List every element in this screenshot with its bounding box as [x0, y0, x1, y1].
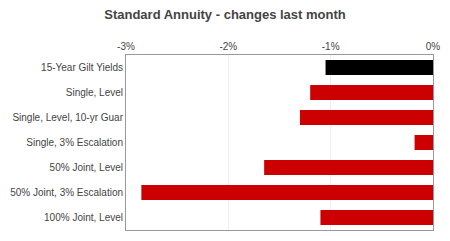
svg-text:-3%: -3%: [117, 41, 135, 52]
svg-text:15-Year Gilt Yields: 15-Year Gilt Yields: [41, 62, 123, 73]
svg-text:Single, 3% Escalation: Single, 3% Escalation: [26, 137, 123, 148]
svg-text:100% Joint, Level: 100% Joint, Level: [44, 212, 123, 223]
svg-text:-1%: -1%: [322, 41, 340, 52]
svg-text:50% Joint, Level: 50% Joint, Level: [50, 162, 123, 173]
svg-text:50% Joint, 3% Escalation: 50% Joint, 3% Escalation: [10, 187, 123, 198]
svg-text:Single, Level: Single, Level: [66, 87, 123, 98]
svg-text:Single, Level, 10-yr Guar: Single, Level, 10-yr Guar: [12, 112, 123, 123]
svg-text:0%: 0%: [426, 41, 441, 52]
svg-text:Standard Annuity - changes las: Standard Annuity - changes last month: [104, 7, 346, 22]
svg-text:-2%: -2%: [219, 41, 237, 52]
